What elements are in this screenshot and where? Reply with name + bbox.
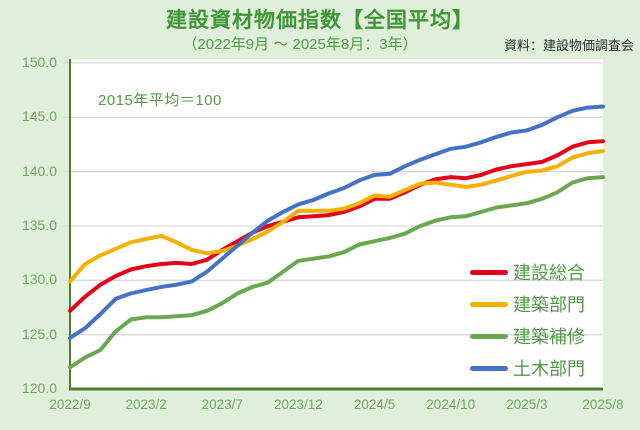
- civil-engineering-line-swatch: [470, 365, 508, 371]
- legend-item-construction-total: 建設総合: [470, 256, 585, 288]
- legend-item-civil-engineering: 土木部門: [470, 352, 585, 384]
- building-repair-line: [68, 175, 605, 370]
- building-repair-line-swatch: [470, 333, 508, 339]
- y-axis-tick-label: 140.0: [21, 162, 57, 179]
- y-axis-tick-label: 145.0: [21, 108, 57, 125]
- source-credit: 資料：建設物価調査会: [503, 38, 634, 53]
- y-axis-tick-label: 135.0: [21, 217, 57, 233]
- legend-label: 土木部門: [513, 359, 585, 379]
- x-axis-tick-label: 2023/2: [125, 397, 167, 412]
- legend-item-architecture-sector: 建築部門: [470, 288, 585, 320]
- construction-total-line: [68, 139, 605, 313]
- chart-legend: 建設総合 建築部門 建築補修 土木部門: [470, 256, 585, 384]
- architecture-sector-line-swatch: [470, 301, 508, 307]
- x-axis-tick-label: 2022/9: [49, 397, 91, 412]
- legend-label: 建築部門: [513, 295, 585, 315]
- legend-item-building-repair: 建築補修: [470, 320, 585, 352]
- chart-subtitle: （2022年9月 ～ 2025年8月：3年）: [182, 36, 418, 53]
- x-axis-tick-label: 2023/12: [274, 397, 323, 412]
- y-axis-tick-label: 130.0: [21, 271, 57, 288]
- construction-total-line-swatch: [470, 269, 508, 275]
- plot-area: [70, 59, 603, 389]
- legend-label: 建築補修: [513, 327, 585, 347]
- y-axis-tick-label: 120.0: [21, 380, 57, 396]
- x-axis-tick-label: 2025/8: [582, 397, 624, 412]
- x-axis-tick-label: 2024/10: [426, 397, 476, 412]
- x-axis-tick-label: 2025/3: [506, 397, 548, 412]
- civil-engineering-line: [68, 104, 605, 340]
- y-axis-tick-label: 150.0: [21, 54, 57, 70]
- x-axis-tick-label: 2023/7: [201, 397, 243, 412]
- x-axis-tick-label: 2024/5: [353, 397, 396, 412]
- base-year-annotation: 2015年平均＝100: [98, 92, 222, 109]
- page-title: 建設資材物価指数【全国平均】: [166, 9, 474, 32]
- architecture-sector-line: [68, 149, 605, 284]
- y-axis-tick-label: 125.0: [21, 325, 57, 342]
- legend-label: 建設総合: [513, 263, 585, 283]
